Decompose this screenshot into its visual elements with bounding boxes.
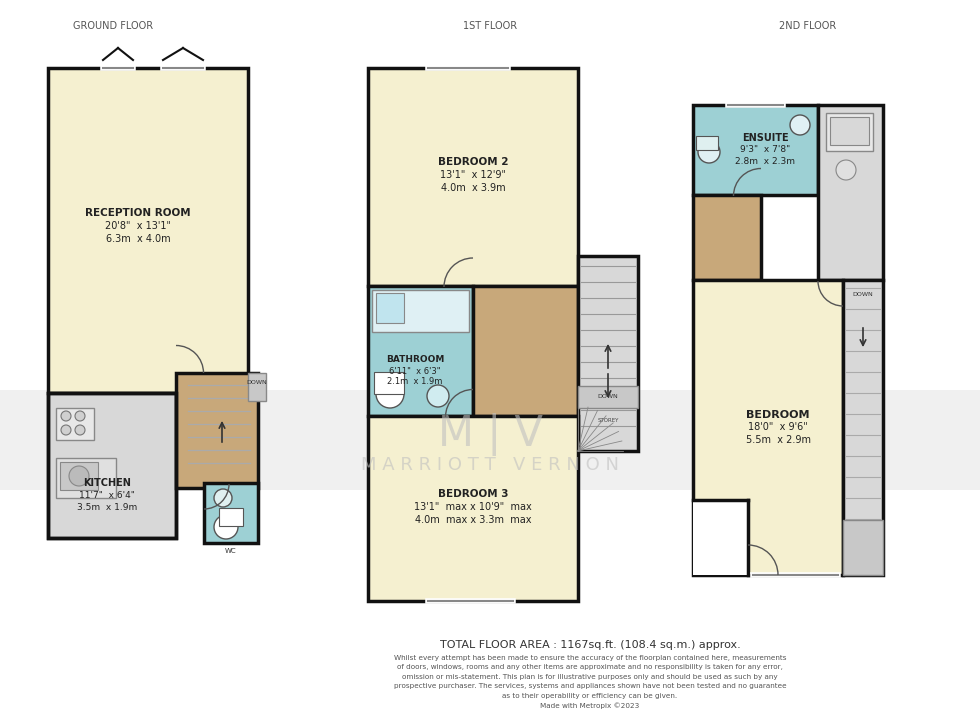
Bar (578, 386, 638, 408)
Text: 4.0m  max x 3.3m  max: 4.0m max x 3.3m max (415, 515, 531, 525)
Bar (696, 136, 718, 150)
Text: 6'11"  x 6'3": 6'11" x 6'3" (389, 367, 441, 375)
Bar (818, 105, 883, 280)
Text: BEDROOM 3: BEDROOM 3 (438, 489, 509, 499)
Circle shape (75, 425, 85, 435)
Bar (374, 372, 404, 394)
Text: 2.8m  x 2.3m: 2.8m x 2.3m (735, 158, 795, 166)
Bar (372, 290, 469, 332)
Bar (219, 508, 243, 526)
Bar (693, 280, 843, 575)
Text: DOWN: DOWN (247, 380, 268, 386)
Bar (578, 256, 638, 451)
Circle shape (75, 411, 85, 421)
Circle shape (214, 515, 238, 539)
Bar (830, 117, 869, 145)
Bar (826, 113, 873, 151)
Bar (473, 286, 578, 416)
Text: 9'3"  x 7'8": 9'3" x 7'8" (740, 145, 790, 155)
Text: WC: WC (225, 548, 237, 554)
Text: DOWN: DOWN (853, 292, 873, 296)
Text: RECEPTION ROOM: RECEPTION ROOM (85, 208, 191, 218)
Text: 11'7"  x 6'4": 11'7" x 6'4" (79, 491, 135, 499)
Bar (693, 195, 761, 280)
Bar (50, 395, 174, 536)
Text: STOREY: STOREY (598, 418, 618, 423)
Bar (48, 68, 248, 393)
Text: ENSUITE: ENSUITE (742, 133, 788, 143)
Bar (368, 68, 578, 286)
Bar (56, 458, 116, 498)
Circle shape (61, 411, 71, 421)
Text: 2ND FLOOR: 2ND FLOOR (779, 21, 837, 31)
Bar (56, 408, 94, 440)
Text: BEDROOM: BEDROOM (746, 410, 809, 420)
Bar (176, 373, 258, 488)
Bar (204, 483, 258, 543)
Bar (48, 393, 176, 538)
Text: TOTAL FLOOR AREA : 1167sq.ft. (108.4 sq.m.) approx.: TOTAL FLOOR AREA : 1167sq.ft. (108.4 sq.… (440, 640, 740, 650)
Bar (376, 293, 404, 323)
Bar (48, 393, 176, 538)
Text: KITCHEN: KITCHEN (83, 478, 131, 488)
Text: 13'1"  max x 10'9"  max: 13'1" max x 10'9" max (415, 502, 532, 512)
Text: Whilst every attempt has been made to ensure the accuracy of the floorplan conta: Whilst every attempt has been made to en… (394, 655, 786, 709)
Text: GROUND FLOOR: GROUND FLOOR (73, 21, 153, 31)
Circle shape (376, 380, 404, 408)
Bar (693, 500, 748, 575)
Bar (693, 105, 818, 195)
Text: 13'1"  x 12'9": 13'1" x 12'9" (440, 170, 506, 180)
Text: BATHROOM: BATHROOM (386, 354, 444, 364)
Bar (368, 416, 578, 601)
Text: DOWN: DOWN (598, 394, 618, 399)
Circle shape (61, 425, 71, 435)
Bar (248, 373, 266, 401)
Circle shape (214, 489, 232, 507)
Circle shape (698, 141, 720, 163)
Circle shape (790, 115, 810, 135)
Text: BEDROOM 2: BEDROOM 2 (438, 157, 509, 167)
Bar (843, 280, 883, 575)
Text: 18'0"  x 9'6": 18'0" x 9'6" (748, 422, 808, 432)
Text: 6.3m  x 4.0m: 6.3m x 4.0m (106, 234, 171, 244)
Text: M | V: M | V (437, 414, 543, 457)
Circle shape (427, 385, 449, 407)
Bar (843, 520, 883, 575)
Text: 1ST FLOOR: 1ST FLOOR (463, 21, 517, 31)
Text: 5.5m  x 2.9m: 5.5m x 2.9m (746, 435, 810, 445)
Bar (60, 462, 98, 490)
Bar (0, 390, 980, 490)
Bar (368, 286, 473, 416)
Text: 20'8"  x 13'1": 20'8" x 13'1" (105, 221, 171, 231)
Text: M A R R I O T T   V E R N O N: M A R R I O T T V E R N O N (361, 456, 619, 474)
Circle shape (69, 466, 89, 486)
Text: 3.5m  x 1.9m: 3.5m x 1.9m (76, 502, 137, 512)
Text: 4.0m  x 3.9m: 4.0m x 3.9m (441, 183, 506, 193)
Text: 2.1m  x 1.9m: 2.1m x 1.9m (387, 378, 443, 386)
Circle shape (836, 160, 856, 180)
